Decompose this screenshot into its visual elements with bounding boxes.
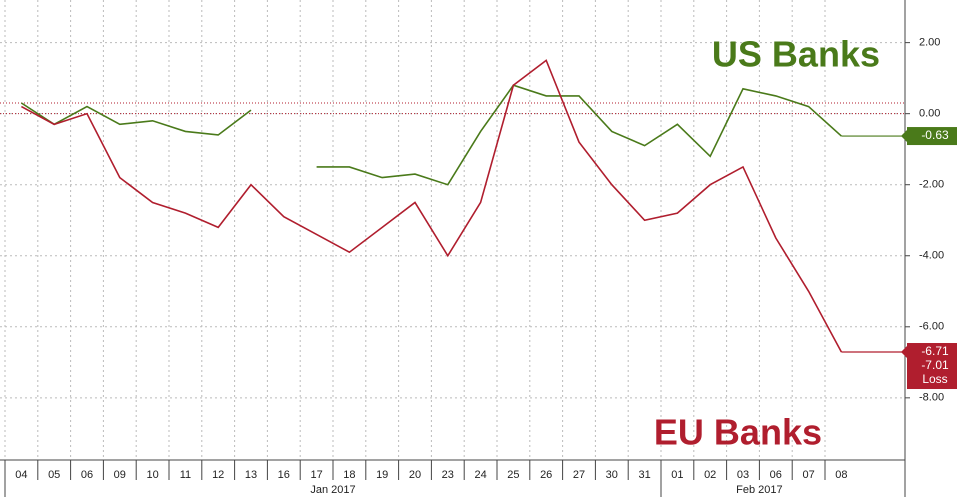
end-label-box (907, 127, 957, 146)
y-tick-label: 0.00 (919, 108, 940, 120)
end-label-pointer (901, 346, 907, 359)
x-tick-label: 07 (802, 469, 814, 481)
end-label: -0.63 (921, 128, 949, 142)
x-tick-label: 09 (114, 469, 126, 481)
x-tick-label: 18 (343, 469, 355, 481)
x-tick-label: 19 (376, 469, 388, 481)
x-tick-label: 13 (245, 469, 257, 481)
x-tick-label: 04 (15, 469, 27, 481)
x-tick-label: 20 (409, 469, 421, 481)
series-line (21, 59, 843, 353)
end-label: Loss (922, 372, 947, 386)
x-tick-label: 08 (835, 469, 847, 481)
x-tick-label: 03 (737, 469, 749, 481)
x-tick-label: 02 (704, 469, 716, 481)
series-line (20, 84, 842, 186)
x-tick-label: 16 (278, 469, 290, 481)
x-tick-label: 27 (573, 469, 585, 481)
y-tick-label: -6.00 (919, 321, 944, 333)
x-tick-label: 06 (770, 469, 782, 481)
x-tick-label: 05 (48, 469, 60, 481)
end-label-pointer (901, 130, 907, 143)
x-tick-label: 25 (507, 469, 519, 481)
x-tick-label: 26 (540, 469, 552, 481)
month-label: Jan 2017 (310, 484, 355, 496)
y-tick-label: 2.00 (919, 37, 940, 49)
y-tick-label: -4.00 (919, 250, 944, 262)
end-label-box (907, 343, 957, 390)
x-tick-label: 06 (81, 469, 93, 481)
x-tick-label: 12 (212, 469, 224, 481)
legend-label: EU Banks (654, 412, 822, 453)
end-label: -6.71 (921, 344, 949, 358)
legend-label: US Banks (712, 34, 880, 75)
y-tick-label: -8.00 (919, 392, 944, 404)
x-tick-label: 31 (638, 469, 650, 481)
x-tick-label: 24 (474, 469, 486, 481)
month-label: Feb 2017 (736, 484, 782, 496)
x-tick-label: 30 (606, 469, 618, 481)
x-tick-label: 17 (310, 469, 322, 481)
x-tick-label: 01 (671, 469, 683, 481)
end-label: -7.01 (921, 358, 949, 372)
y-tick-label: -2.00 (919, 179, 944, 191)
x-tick-label: 11 (180, 469, 191, 481)
x-tick-label: 10 (146, 469, 158, 481)
x-tick-label: 23 (442, 469, 454, 481)
